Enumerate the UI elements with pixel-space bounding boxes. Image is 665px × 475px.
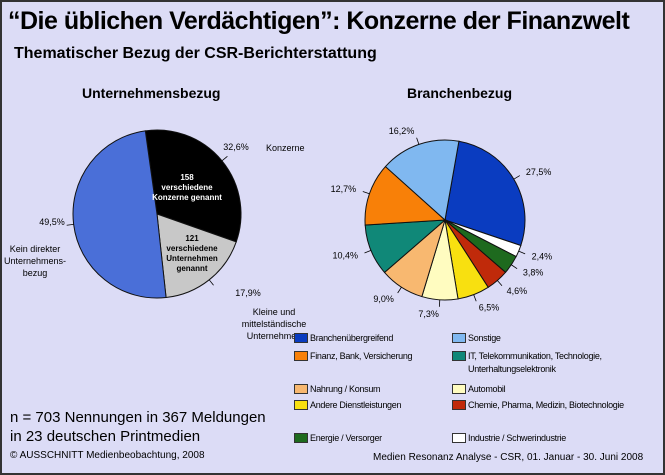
legend-label: Finanz, Bank, Versicherung	[310, 351, 413, 361]
chart-title-right: Branchenbezug	[407, 85, 513, 101]
data-label: 7,3%	[418, 309, 439, 319]
pie-slice	[144, 129, 242, 243]
legend-item: Industrie / Schwerindustrie	[452, 432, 566, 445]
pie-slice	[72, 130, 167, 299]
legend-label: Automobil	[468, 384, 506, 394]
legend-item: Nahrung / Konsum	[294, 383, 381, 396]
data-label: 12,7%	[331, 184, 357, 194]
data-label: 10,4%	[332, 251, 358, 261]
legend-swatch	[452, 400, 466, 410]
source-note: Medien Resonanz Analyse - CSR, 01. Janua…	[373, 452, 644, 463]
slice-category-label: Unternehmen	[247, 331, 302, 341]
leader-line	[397, 286, 402, 294]
data-label: 27,5%	[526, 167, 552, 177]
slice-inner-text: verschiedene	[166, 244, 218, 253]
legend-swatch	[452, 433, 466, 443]
sample-note: n = 703 Nennungen in 367 Meldungen in 23…	[10, 408, 266, 446]
copyright: © AUSSCHNITT Medienbeobachtung, 2008	[10, 450, 205, 461]
slice-category-label: Konzerne	[266, 143, 305, 153]
data-label: 16,2%	[389, 126, 415, 136]
legend-item: IT, Telekommunikation, Technologie, Unte…	[452, 350, 648, 376]
leader-line	[473, 294, 477, 302]
legend-swatch	[294, 433, 308, 443]
legend-item: Branchenübergreifend	[294, 332, 393, 345]
leader-line	[513, 175, 521, 180]
slice-inner-text: Konzerne genannt	[152, 193, 222, 202]
slice-inner-text: 158	[180, 173, 194, 182]
pie-slice	[156, 213, 237, 299]
legend-label: Chemie, Pharma, Medizin, Biotechnologie	[468, 400, 624, 410]
note-line: n = 703 Nennungen in 367 Meldungen	[10, 409, 266, 426]
data-label: 49,5%	[39, 217, 65, 227]
legend-swatch	[452, 384, 466, 394]
data-label: 6,5%	[479, 303, 500, 313]
legend-item: Energie / Versorger	[294, 432, 382, 445]
data-label: 2,4%	[532, 252, 553, 262]
legend-swatch	[452, 333, 466, 343]
leader-line	[511, 264, 518, 270]
data-label: 17,9%	[235, 288, 261, 298]
leader-line	[416, 137, 420, 145]
legend-label: Energie / Versorger	[310, 433, 382, 443]
slice-inner-text: 121	[185, 234, 199, 243]
slice-category-label: bezug	[23, 268, 48, 278]
legend-label: Andere Dienstleistungen	[310, 400, 402, 410]
data-label: 9,0%	[373, 294, 394, 304]
legend-item: Automobil	[452, 383, 506, 396]
data-label: 3,8%	[523, 268, 544, 278]
data-label: 32,6%	[223, 142, 249, 152]
legend-swatch	[452, 351, 466, 361]
legend-item: Chemie, Pharma, Medizin, Biotechnologie	[452, 399, 624, 412]
note-line: in 23 deutschen Printmedien	[10, 428, 201, 445]
leader-line	[66, 223, 74, 226]
data-label: 4,6%	[507, 286, 528, 296]
slice-category-label: Unternehmens-	[4, 256, 66, 266]
slice-category-label: mittelständische	[242, 319, 307, 329]
legend-swatch	[294, 400, 308, 410]
slice-category-label: Kleine und	[253, 307, 296, 317]
slice-inner-text: Unternehmen	[166, 254, 218, 263]
slice-category-label: Kein direkter	[10, 244, 61, 254]
leader-line	[208, 279, 214, 286]
subtitle: Thematischer Bezug der CSR-Berichterstat…	[14, 45, 377, 62]
legend-label: Nahrung / Konsum	[310, 384, 381, 394]
legend-swatch	[294, 333, 308, 343]
legend-swatch	[294, 384, 308, 394]
legend-label: IT, Telekommunikation, Technologie, Unte…	[468, 351, 602, 374]
leader-line	[518, 250, 526, 255]
legend-label: Branchenübergreifend	[310, 333, 394, 343]
slice-inner-text: genannt	[176, 264, 207, 273]
pie-slice	[384, 139, 460, 221]
leader-line	[221, 156, 228, 162]
leader-line	[497, 280, 503, 287]
pie-slice	[444, 140, 526, 247]
chart-title-left: Unternehmensbezug	[82, 85, 221, 101]
legend-item: Finanz, Bank, Versicherung	[294, 350, 413, 363]
legend-label: Industrie / Schwerindustrie	[468, 433, 566, 443]
page-title: “Die üblichen Verdächtigen”: Konzerne de…	[8, 7, 630, 35]
slice-inner-text: verschiedene	[161, 183, 213, 192]
leader-line	[364, 249, 372, 254]
leader-line	[362, 191, 370, 195]
legend-label: Sonstige	[468, 333, 501, 343]
legend-item: Andere Dienstleistungen	[294, 399, 401, 412]
pie-slice	[364, 165, 447, 226]
legend-swatch	[294, 351, 308, 361]
legend-item: Sonstige	[452, 332, 501, 345]
